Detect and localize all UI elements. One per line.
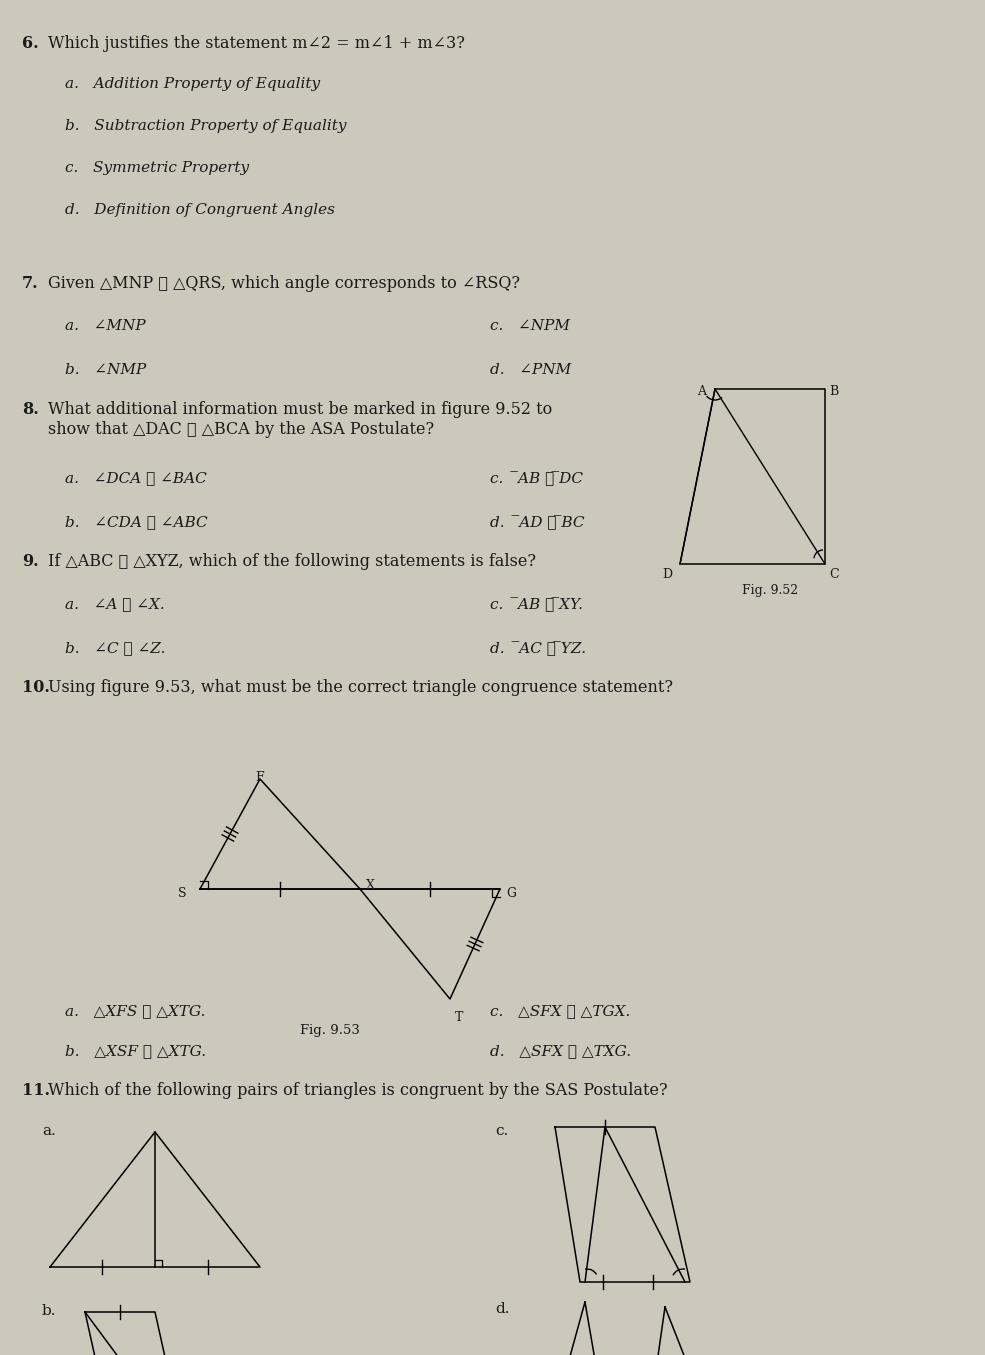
Text: A: A <box>697 385 706 398</box>
Text: c.: c. <box>495 1125 508 1138</box>
Text: b.   ∠CDA ≅ ∠ABC: b. ∠CDA ≅ ∠ABC <box>65 515 208 528</box>
Text: a.   Addition Property of Equality: a. Addition Property of Equality <box>65 77 320 91</box>
Text: c.   △SFX ≅ △TGX.: c. △SFX ≅ △TGX. <box>490 1004 630 1018</box>
Text: T: T <box>455 1011 463 1024</box>
Text: d.   ̅AD ≅ ̅BC: d. ̅AD ≅ ̅BC <box>490 515 584 530</box>
Text: a.   △XFS ≅ △XTG.: a. △XFS ≅ △XTG. <box>65 1004 206 1018</box>
Text: 6.: 6. <box>22 35 38 51</box>
Text: D: D <box>662 568 672 581</box>
Text: G: G <box>506 888 516 900</box>
Text: a.   ∠DCA ≅ ∠BAC: a. ∠DCA ≅ ∠BAC <box>65 472 207 485</box>
Text: b.: b. <box>42 1304 56 1318</box>
Text: If △ABC ≅ △XYZ, which of the following statements is false?: If △ABC ≅ △XYZ, which of the following s… <box>48 553 536 570</box>
Text: X: X <box>366 879 375 892</box>
Text: Using figure 9.53, what must be the correct triangle congruence statement?: Using figure 9.53, what must be the corr… <box>48 679 673 696</box>
Text: c.   Symmetric Property: c. Symmetric Property <box>65 161 249 175</box>
Text: 11.: 11. <box>22 1083 50 1099</box>
Text: d.: d. <box>495 1302 509 1316</box>
Text: d.   Definition of Congruent Angles: d. Definition of Congruent Angles <box>65 203 335 217</box>
Text: Which of the following pairs of triangles is congruent by the SAS Postulate?: Which of the following pairs of triangle… <box>48 1083 668 1099</box>
Text: Which justifies the statement m∠2 = m∠1 + m∠3?: Which justifies the statement m∠2 = m∠1 … <box>48 35 465 51</box>
Text: a.   ∠MNP: a. ∠MNP <box>65 318 146 333</box>
Text: S: S <box>178 888 186 900</box>
Text: F: F <box>255 771 264 785</box>
Text: c.   ̅AB ≅ ̅DC: c. ̅AB ≅ ̅DC <box>490 472 583 485</box>
Text: b.   △XSF ≅ △XTG.: b. △XSF ≅ △XTG. <box>65 1043 206 1058</box>
Text: d.   ̅AC ≅ ̅YZ.: d. ̅AC ≅ ̅YZ. <box>490 641 586 656</box>
Text: 10.: 10. <box>22 679 50 696</box>
Text: d.   ∠PNM: d. ∠PNM <box>490 363 571 377</box>
Text: B: B <box>829 385 838 398</box>
Text: b.   ∠NMP: b. ∠NMP <box>65 363 146 377</box>
Text: Given △MNP ≅ △QRS, which angle corresponds to ∠RSQ?: Given △MNP ≅ △QRS, which angle correspon… <box>48 275 520 291</box>
Text: What additional information must be marked in figure 9.52 to
show that △DAC ≅ △B: What additional information must be mark… <box>48 401 553 438</box>
Text: d.   △SFX ≅ △TXG.: d. △SFX ≅ △TXG. <box>490 1043 631 1058</box>
Text: a.: a. <box>42 1125 56 1138</box>
Text: 9.: 9. <box>22 553 38 570</box>
Text: b.   Subtraction Property of Equality: b. Subtraction Property of Equality <box>65 119 347 133</box>
Text: Fig. 9.52: Fig. 9.52 <box>742 584 798 598</box>
Text: a.   ∠A ≅ ∠X.: a. ∠A ≅ ∠X. <box>65 598 164 611</box>
Text: c.   ̅AB ≅ ̅XY.: c. ̅AB ≅ ̅XY. <box>490 598 583 611</box>
Text: b.   ∠C ≅ ∠Z.: b. ∠C ≅ ∠Z. <box>65 641 165 654</box>
Text: C: C <box>829 568 838 581</box>
Text: c.   ∠NPM: c. ∠NPM <box>490 318 570 333</box>
Text: Fig. 9.53: Fig. 9.53 <box>300 1024 360 1037</box>
Text: 8.: 8. <box>22 401 38 417</box>
Text: 7.: 7. <box>22 275 38 291</box>
